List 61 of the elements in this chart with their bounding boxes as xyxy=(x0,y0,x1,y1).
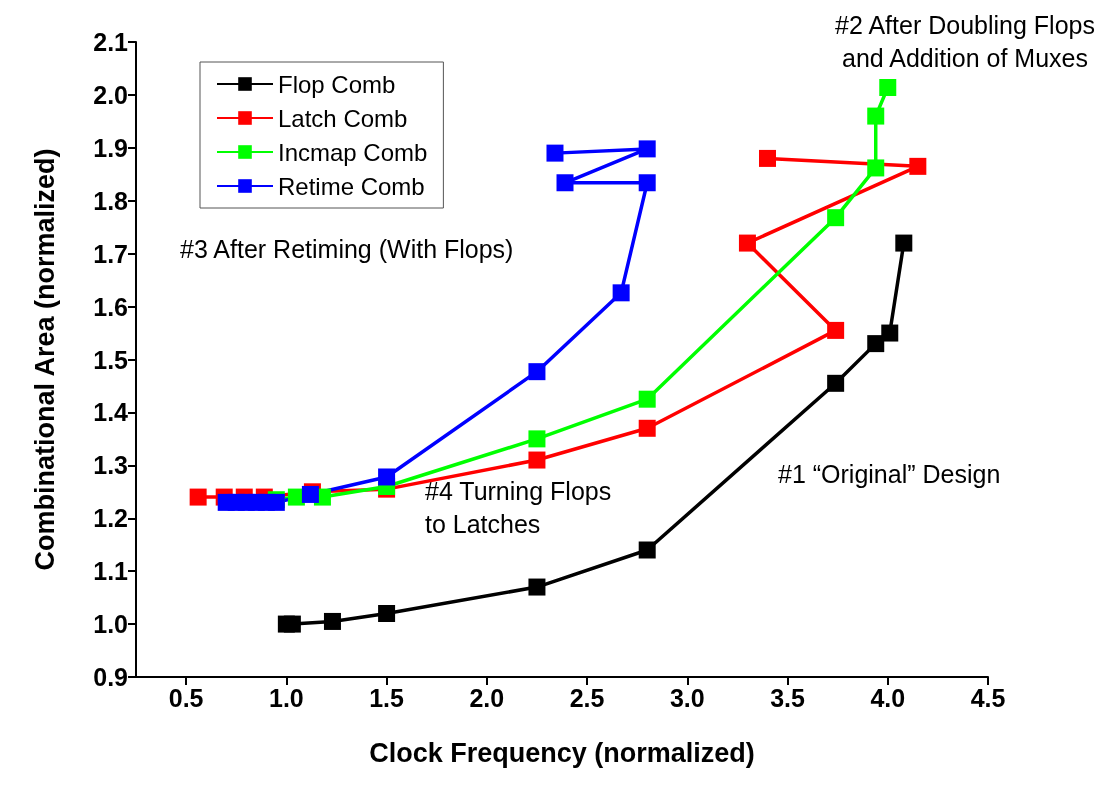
y-tick-label: 1.4 xyxy=(93,398,129,427)
point xyxy=(528,430,546,448)
x-tick-label: 1.5 xyxy=(369,683,405,712)
x-tick-label: 4.5 xyxy=(970,683,1006,712)
point xyxy=(881,324,899,342)
y-tick-label: 0.9 xyxy=(93,663,128,691)
x-tick-label: 3.0 xyxy=(669,683,705,712)
y-tick-label: 1.2 xyxy=(93,504,128,533)
y-tick-label: 1.8 xyxy=(93,186,129,215)
point xyxy=(528,451,546,469)
point xyxy=(378,468,396,486)
point xyxy=(879,79,897,97)
point xyxy=(895,234,913,252)
point xyxy=(909,157,927,175)
point xyxy=(638,174,656,192)
legend-label: Retime Comb xyxy=(278,172,425,200)
y-axis-title: Combinational Area (normalized) xyxy=(29,148,60,571)
point xyxy=(323,612,341,630)
annotation: #1 “Original” Design xyxy=(778,459,1001,488)
y-tick-label: 2.0 xyxy=(93,80,128,109)
point xyxy=(638,541,656,559)
point xyxy=(528,578,546,596)
x-tick-label: 3.5 xyxy=(770,683,805,712)
y-tick-label: 1.9 xyxy=(93,133,128,162)
x-tick-label: 4.0 xyxy=(870,683,906,712)
annotation: #3 After Retiming (With Flops) xyxy=(180,234,514,263)
point xyxy=(638,140,656,158)
y-tick-label: 1.3 xyxy=(93,451,128,480)
point xyxy=(546,144,564,162)
point xyxy=(638,390,656,408)
x-tick-label: 0.5 xyxy=(168,683,204,712)
point xyxy=(758,149,776,167)
x-axis-title: Clock Frequency (normalized) xyxy=(369,737,755,768)
y-tick-label: 1.6 xyxy=(93,292,128,321)
annotation: #4 Turning Flops to Latches xyxy=(425,476,612,538)
point xyxy=(738,234,756,252)
point xyxy=(827,209,845,227)
point xyxy=(867,159,885,177)
point xyxy=(867,107,885,125)
point xyxy=(556,174,574,192)
point xyxy=(827,374,845,392)
y-tick-label: 1.1 xyxy=(93,557,129,586)
point xyxy=(638,419,656,437)
x-tick-label: 1.0 xyxy=(268,683,304,712)
x-tick-label: 2.0 xyxy=(469,683,505,712)
point xyxy=(612,284,630,302)
point xyxy=(867,335,885,353)
point xyxy=(827,321,845,339)
point xyxy=(378,605,396,622)
annotation: #2 After Doubling Flops and Addition of Muxes xyxy=(835,10,1095,72)
point xyxy=(189,488,207,506)
point xyxy=(528,363,546,381)
legend-label: Incmap Comb xyxy=(278,138,428,166)
y-tick-label: 1.0 xyxy=(93,610,128,639)
x-tick-label: 2.5 xyxy=(569,683,605,712)
legend-label: Latch Comb xyxy=(278,104,408,132)
y-tick-label: 1.7 xyxy=(93,239,128,268)
point xyxy=(283,615,301,633)
legend-label: Flop Comb xyxy=(278,70,396,98)
y-tick-label: 2.1 xyxy=(93,28,129,56)
y-tick-label: 1.5 xyxy=(93,345,129,374)
